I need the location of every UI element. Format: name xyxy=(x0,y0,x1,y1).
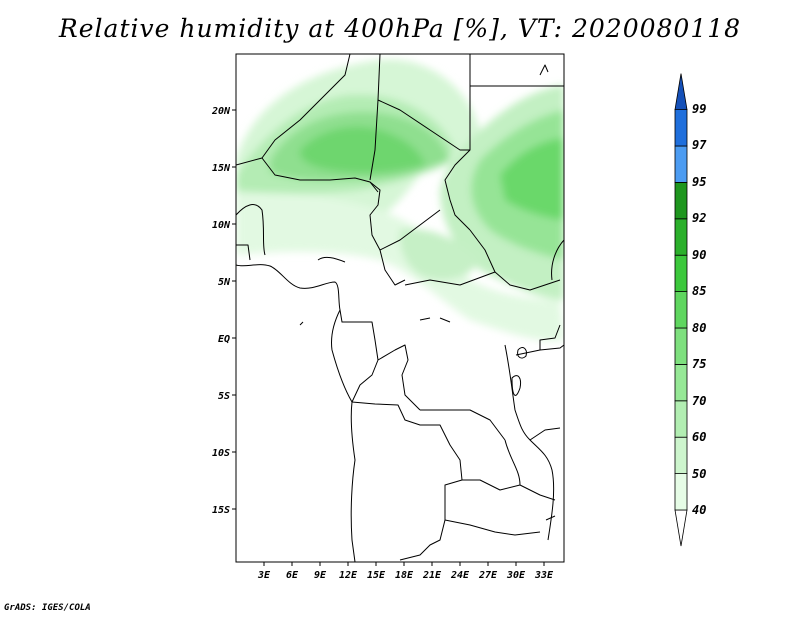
lat-label: 10N xyxy=(212,220,231,231)
lat-axis-labels: 20N 15N 10N 5N EQ 5S 10S 15S xyxy=(211,106,231,516)
colorbar-label: 50 xyxy=(692,467,706,481)
lon-label: 30E xyxy=(506,570,526,581)
humidity-shading xyxy=(236,59,564,341)
lat-label: 5N xyxy=(218,277,231,288)
colorbar-label: 92 xyxy=(692,211,706,225)
lon-label: 15E xyxy=(367,570,386,581)
lat-label: 15S xyxy=(212,505,230,516)
colorbar-swatch xyxy=(674,400,688,438)
lat-label: 15N xyxy=(212,163,231,174)
lon-label: 21E xyxy=(422,570,442,581)
colorbar-swatch xyxy=(674,473,688,511)
lat-label: EQ xyxy=(218,334,230,345)
colorbar-swatch xyxy=(674,363,688,402)
lon-label: 27E xyxy=(478,570,498,581)
lon-label: 9E xyxy=(314,570,327,581)
colorbar-label: 95 xyxy=(692,175,706,189)
lon-label: 18E xyxy=(395,570,414,581)
colorbar-swatch xyxy=(674,291,688,329)
lat-label: 20N xyxy=(211,106,231,117)
lat-label: 10S xyxy=(212,448,230,459)
credit-text: GrADS: IGES/COLA xyxy=(4,603,91,613)
colorbar-label: 70 xyxy=(692,394,706,408)
colorbar-swatch xyxy=(674,254,688,292)
colorbar-swatch xyxy=(674,145,688,183)
colorbar-swatch xyxy=(674,181,688,220)
colorbar-label: 40 xyxy=(692,503,706,517)
colorbar-label: 60 xyxy=(692,430,706,444)
colorbar-labels: 40 50 60 70 75 80 85 90 92 95 97 99 xyxy=(692,102,707,517)
colorbar-swatch xyxy=(674,509,688,547)
colorbar-swatch xyxy=(674,327,688,365)
lon-axis-labels: 3E 6E 9E 12E 15E 18E 21E 24E 27E 30E 33E xyxy=(257,570,554,581)
map-title: Relative humidity at 400hPa [%], VT: 202… xyxy=(58,14,742,43)
lon-label: 3E xyxy=(257,570,271,581)
colorbar-swatch xyxy=(674,218,688,256)
map-frame xyxy=(235,53,565,563)
axis-ticks xyxy=(232,109,545,566)
lon-label: 6E xyxy=(286,570,299,581)
colorbar-swatch xyxy=(674,109,688,147)
colorbar-label: 99 xyxy=(692,102,706,116)
lon-label: 24E xyxy=(450,570,470,581)
colorbar-label: 90 xyxy=(692,248,706,262)
colorbar: 40 50 60 70 75 80 85 90 92 95 97 99 xyxy=(674,73,707,547)
colorbar-swatch xyxy=(674,73,688,110)
country-borders xyxy=(236,54,564,562)
colorbar-swatch xyxy=(674,436,688,475)
lat-label: 5S xyxy=(218,391,230,402)
colorbar-label: 75 xyxy=(692,357,706,371)
colorbar-swatches xyxy=(674,73,688,547)
colorbar-label: 97 xyxy=(692,138,707,152)
colorbar-label: 80 xyxy=(692,321,706,335)
lon-label: 12E xyxy=(339,570,358,581)
colorbar-label: 85 xyxy=(692,284,706,298)
lon-label: 33E xyxy=(534,570,554,581)
